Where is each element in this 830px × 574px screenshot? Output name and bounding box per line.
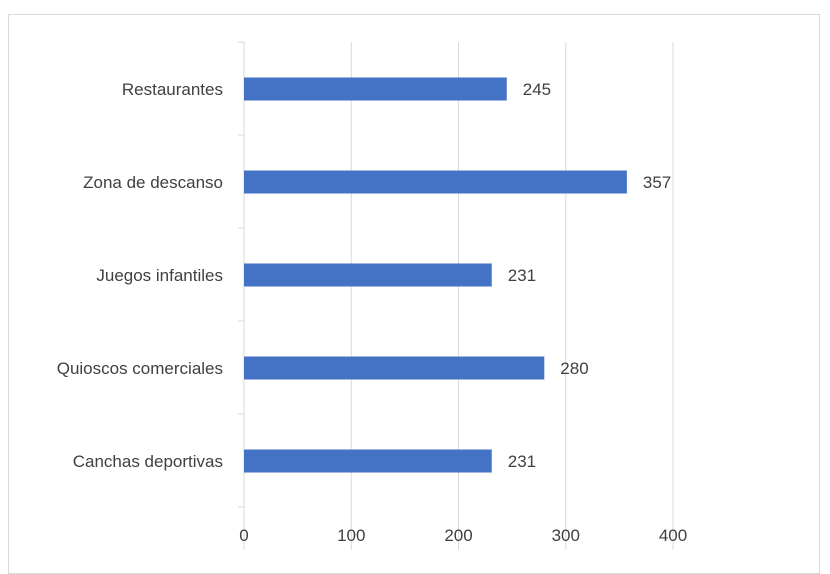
category-label-3: Quioscos comerciales	[57, 359, 223, 378]
x-tick-label-0: 0	[239, 526, 248, 545]
data-label-2: 231	[508, 266, 536, 285]
x-tick-label-200: 200	[444, 526, 472, 545]
x-tick-label-300: 300	[552, 526, 580, 545]
bar-2	[244, 263, 492, 287]
bars	[244, 77, 627, 473]
category-label-1: Zona de descanso	[83, 173, 223, 192]
bar-3	[244, 356, 545, 380]
data-label-3: 280	[560, 359, 588, 378]
labels: Restaurantes 245 Zona de descanso 357 Juegos…	[57, 80, 687, 545]
category-label-2: Juegos infantiles	[96, 266, 223, 285]
bar-0	[244, 77, 507, 101]
data-label-4: 231	[508, 452, 536, 471]
category-label-0: Restaurantes	[122, 80, 223, 99]
gridlines	[350, 42, 674, 550]
bar-1	[244, 170, 627, 194]
bar-chart: Restaurantes 245 Zona de descanso 357 Juegos…	[57, 41, 687, 550]
bar-4	[244, 449, 492, 473]
data-label-1: 357	[643, 173, 671, 192]
category-label-4: Canchas deportivas	[73, 452, 223, 471]
data-label-0: 245	[523, 80, 551, 99]
x-tick-label-400: 400	[659, 526, 687, 545]
category-axis	[238, 41, 245, 550]
x-tick-label-100: 100	[337, 526, 365, 545]
